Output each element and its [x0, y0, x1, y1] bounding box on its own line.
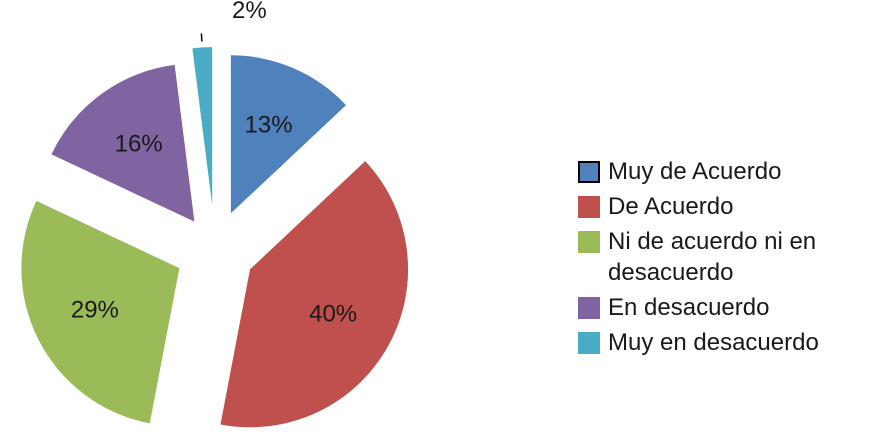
legend-swatch	[578, 231, 600, 253]
pie-slice	[192, 47, 213, 206]
legend-item: Muy en desacuerdo	[578, 327, 878, 358]
legend: Muy de Acuerdo De Acuerdo Ni de acuerdo ni…	[578, 156, 878, 362]
data-label: 13%	[245, 112, 293, 139]
data-label: 2%	[232, 0, 267, 24]
legend-label: Muy de Acuerdo	[608, 158, 782, 185]
legend-swatch	[578, 297, 600, 319]
pie-slice	[220, 161, 409, 428]
legend-item: Muy de Acuerdo	[578, 156, 878, 187]
pie-chart: 13% 40% 29% 16% 2%	[21, 0, 409, 428]
legend-label: Ni de acuerdo ni en desacuerdo	[608, 228, 817, 286]
legend-swatch	[578, 196, 600, 218]
pie-slice	[51, 64, 195, 222]
pie-slice	[230, 55, 347, 214]
data-label: 40%	[309, 300, 357, 327]
legend-swatch	[578, 161, 600, 183]
legend-item: De Acuerdo	[578, 191, 878, 222]
leader-line	[200, 33, 203, 42]
legend-swatch	[578, 332, 600, 354]
data-label: 16%	[115, 130, 163, 157]
legend-item: Ni de acuerdo ni en desacuerdo	[578, 226, 878, 288]
legend-label: De Acuerdo	[608, 193, 734, 220]
data-label: 29%	[71, 297, 119, 324]
legend-label: Muy en desacuerdo	[608, 329, 819, 356]
legend-label: En desacuerdo	[608, 294, 770, 321]
pie-slice	[21, 200, 180, 424]
legend-item: En desacuerdo	[578, 292, 878, 323]
